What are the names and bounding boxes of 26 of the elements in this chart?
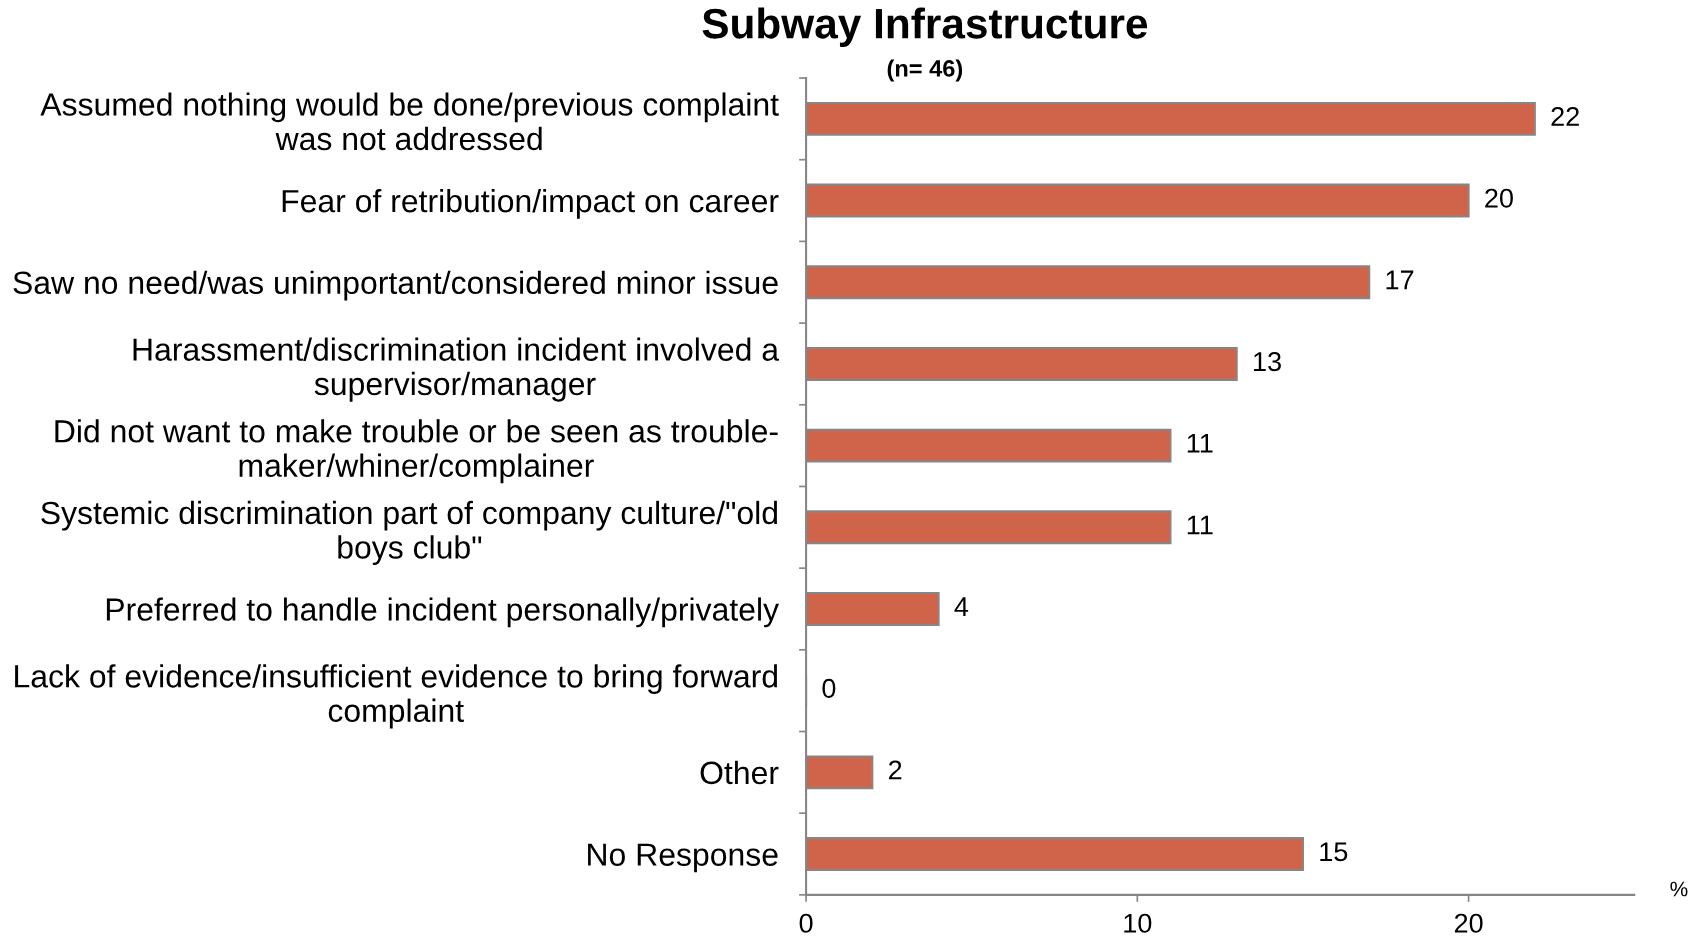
data-label: 22 [1551, 106, 1579, 126]
x-tick-label: 20 [1454, 913, 1483, 933]
y-tick-label: Preferred to handle incident personally/privately [106, 597, 779, 628]
x-tick-label: 0 [799, 913, 813, 933]
data-label: 4 [954, 597, 969, 616]
data-label: 13 [1254, 352, 1281, 372]
data-label: 2 [888, 760, 902, 780]
data-label: 11 [1187, 433, 1213, 453]
data-label: 0 [822, 678, 836, 698]
data-label: 11 [1187, 515, 1213, 535]
chart-title: Subway Infrastructure [702, 7, 1148, 47]
y-tick-label: Assumed nothing would be done/previous complaint was not addressed [40, 92, 779, 151]
y-tick-label: No Response [588, 843, 778, 873]
y-tick-label: Systemic discrimination part of company culture/"old boys club" [41, 500, 777, 566]
y-tick-label: Lack of evidence/insufficient evidence to bring forward complaint [15, 664, 777, 729]
x-tick-label: 10 [1124, 913, 1152, 933]
data-label: 15 [1320, 842, 1348, 862]
y-tick-label: Fear of retribution/impact on career [282, 188, 779, 219]
y-tick-label: Harassment/discrimination incident involved a supervisor/manager [133, 337, 780, 402]
data-label: 17 [1386, 270, 1414, 290]
data-label: 20 [1485, 188, 1513, 208]
y-tick-label: Did not want to make trouble or be seen as trouble- maker/whiner/complainer [55, 419, 778, 484]
chart-subtitle: (n= 46) [887, 59, 963, 82]
x-axis-title: % [1670, 881, 1688, 897]
y-tick-label: Other [700, 760, 779, 785]
y-tick-label: Saw no need/was unimportant/considered minor issue [13, 270, 778, 301]
